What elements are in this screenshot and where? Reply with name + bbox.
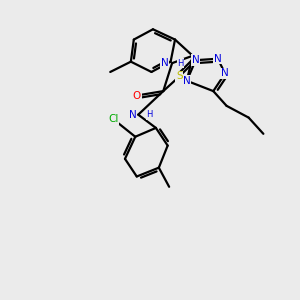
Text: N: N <box>129 110 137 120</box>
Text: N: N <box>192 55 200 65</box>
Text: Cl: Cl <box>108 114 119 124</box>
Text: N: N <box>221 68 229 78</box>
Text: N: N <box>183 76 191 86</box>
Text: N: N <box>214 54 222 64</box>
Text: H: H <box>177 58 184 68</box>
Text: N: N <box>161 58 169 68</box>
Text: H: H <box>146 110 153 119</box>
Text: O: O <box>133 91 141 100</box>
Text: S: S <box>176 71 183 81</box>
